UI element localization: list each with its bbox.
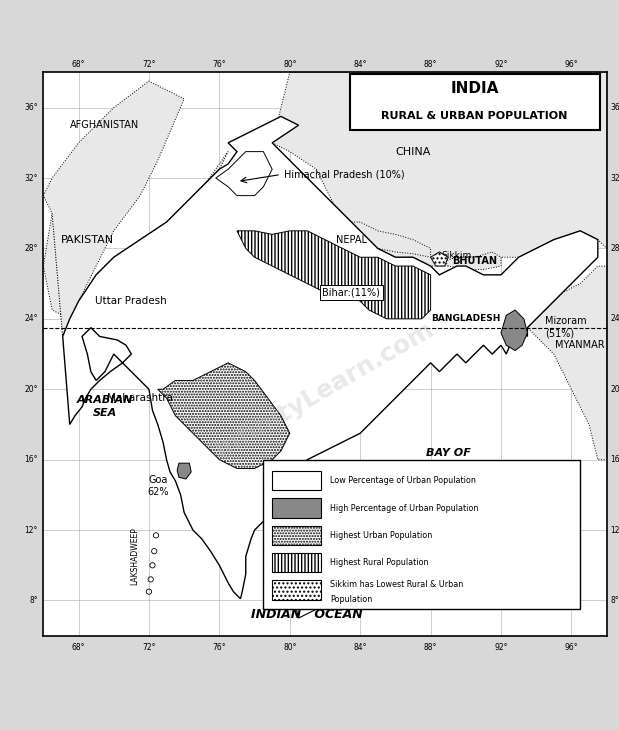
Text: Uttar Pradesh: Uttar Pradesh [95, 296, 167, 307]
Text: 76°: 76° [212, 60, 226, 69]
Polygon shape [501, 310, 527, 350]
Text: InfinityLearn.com: InfinityLearn.com [211, 317, 439, 462]
Text: 32°: 32° [25, 174, 38, 182]
Polygon shape [527, 266, 607, 460]
Polygon shape [431, 252, 448, 266]
Text: 80°: 80° [283, 60, 297, 69]
Text: 88°: 88° [424, 642, 437, 652]
Polygon shape [43, 81, 184, 337]
Text: NEPAL: NEPAL [336, 234, 367, 245]
Polygon shape [63, 116, 598, 599]
Text: INDIA: INDIA [451, 81, 499, 96]
Text: Highest Urban Population: Highest Urban Population [331, 531, 433, 540]
Text: 36°: 36° [24, 103, 38, 112]
Text: 68°: 68° [72, 60, 85, 69]
Text: AFGHANISTAN: AFGHANISTAN [71, 120, 139, 130]
Polygon shape [517, 577, 522, 586]
Text: PAKISTAN: PAKISTAN [61, 234, 114, 245]
Polygon shape [158, 363, 290, 469]
Text: 96°: 96° [565, 60, 578, 69]
Text: 8°: 8° [30, 596, 38, 605]
Text: 12°: 12° [610, 526, 619, 534]
Polygon shape [286, 565, 321, 618]
Text: Low Percentage of Urban Population: Low Percentage of Urban Population [331, 476, 476, 485]
Text: 8°: 8° [610, 596, 619, 605]
Polygon shape [272, 72, 607, 266]
Text: 76°: 76° [212, 642, 226, 652]
Text: 28°: 28° [25, 244, 38, 253]
Text: CHINA: CHINA [396, 147, 431, 157]
Text: Goa
62%: Goa 62% [147, 475, 168, 497]
Text: BAY OF
BENGAL: BAY OF BENGAL [423, 448, 474, 472]
Text: Mizoram
(51%): Mizoram (51%) [545, 316, 587, 339]
Text: Himachal Pradesh (10%): Himachal Pradesh (10%) [285, 169, 405, 180]
Text: 24°: 24° [610, 315, 619, 323]
Text: BANGLADESH: BANGLADESH [431, 315, 501, 323]
Text: SRI
LANKA: SRI LANKA [286, 584, 318, 607]
Polygon shape [216, 152, 272, 196]
Polygon shape [517, 593, 522, 602]
Text: 92°: 92° [494, 642, 508, 652]
Bar [272, 553, 321, 572]
Text: Population: Population [331, 595, 373, 604]
Text: Highest Rural Population: Highest Rural Population [331, 558, 429, 567]
Polygon shape [177, 464, 191, 479]
Text: MYANMAR: MYANMAR [555, 340, 605, 350]
Polygon shape [431, 274, 510, 354]
Polygon shape [444, 252, 501, 269]
Text: 84°: 84° [353, 60, 367, 69]
Text: High Percentage of Urban Population: High Percentage of Urban Population [331, 504, 478, 512]
Text: 16°: 16° [610, 456, 619, 464]
FancyBboxPatch shape [350, 74, 600, 131]
Polygon shape [513, 520, 521, 526]
Text: 84°: 84° [353, 642, 367, 652]
Bar [272, 580, 321, 599]
Bar [272, 471, 321, 491]
Text: 72°: 72° [142, 642, 156, 652]
Polygon shape [237, 231, 431, 319]
Polygon shape [513, 505, 521, 514]
Text: ARABIAN
SEA: ARABIAN SEA [77, 395, 133, 418]
Polygon shape [515, 535, 521, 544]
Text: 12°: 12° [25, 526, 38, 534]
Text: 36°: 36° [610, 103, 619, 112]
Text: Sikkim has Lowest Rural & Urban: Sikkim has Lowest Rural & Urban [331, 580, 464, 590]
Text: 16°: 16° [25, 456, 38, 464]
Text: 24°: 24° [25, 315, 38, 323]
Bar [272, 526, 321, 545]
Text: 20°: 20° [610, 385, 619, 393]
Text: Sikkim: Sikkim [442, 251, 472, 260]
Polygon shape [513, 551, 519, 560]
Text: 32°: 32° [610, 174, 619, 182]
Text: 92°: 92° [494, 60, 508, 69]
Text: INDIAN   OCEAN: INDIAN OCEAN [251, 608, 363, 621]
Text: 88°: 88° [424, 60, 437, 69]
Text: Maharashtra: Maharashtra [107, 393, 173, 403]
Text: BHUTAN: BHUTAN [452, 255, 497, 266]
Bar [263, 460, 580, 610]
Text: 20°: 20° [25, 385, 38, 393]
Text: LAKSHADWEEP: LAKSHADWEEP [131, 528, 139, 585]
Text: 72°: 72° [142, 60, 156, 69]
Text: 28°: 28° [610, 244, 619, 253]
Bar [272, 499, 321, 518]
Text: Bihar:(11%): Bihar:(11%) [322, 288, 380, 297]
Text: RURAL & URBAN POPULATION: RURAL & URBAN POPULATION [381, 112, 568, 121]
Text: 96°: 96° [565, 642, 578, 652]
Polygon shape [290, 204, 431, 257]
Polygon shape [43, 152, 228, 337]
Text: 68°: 68° [72, 642, 85, 652]
Text: 80°: 80° [283, 642, 297, 652]
